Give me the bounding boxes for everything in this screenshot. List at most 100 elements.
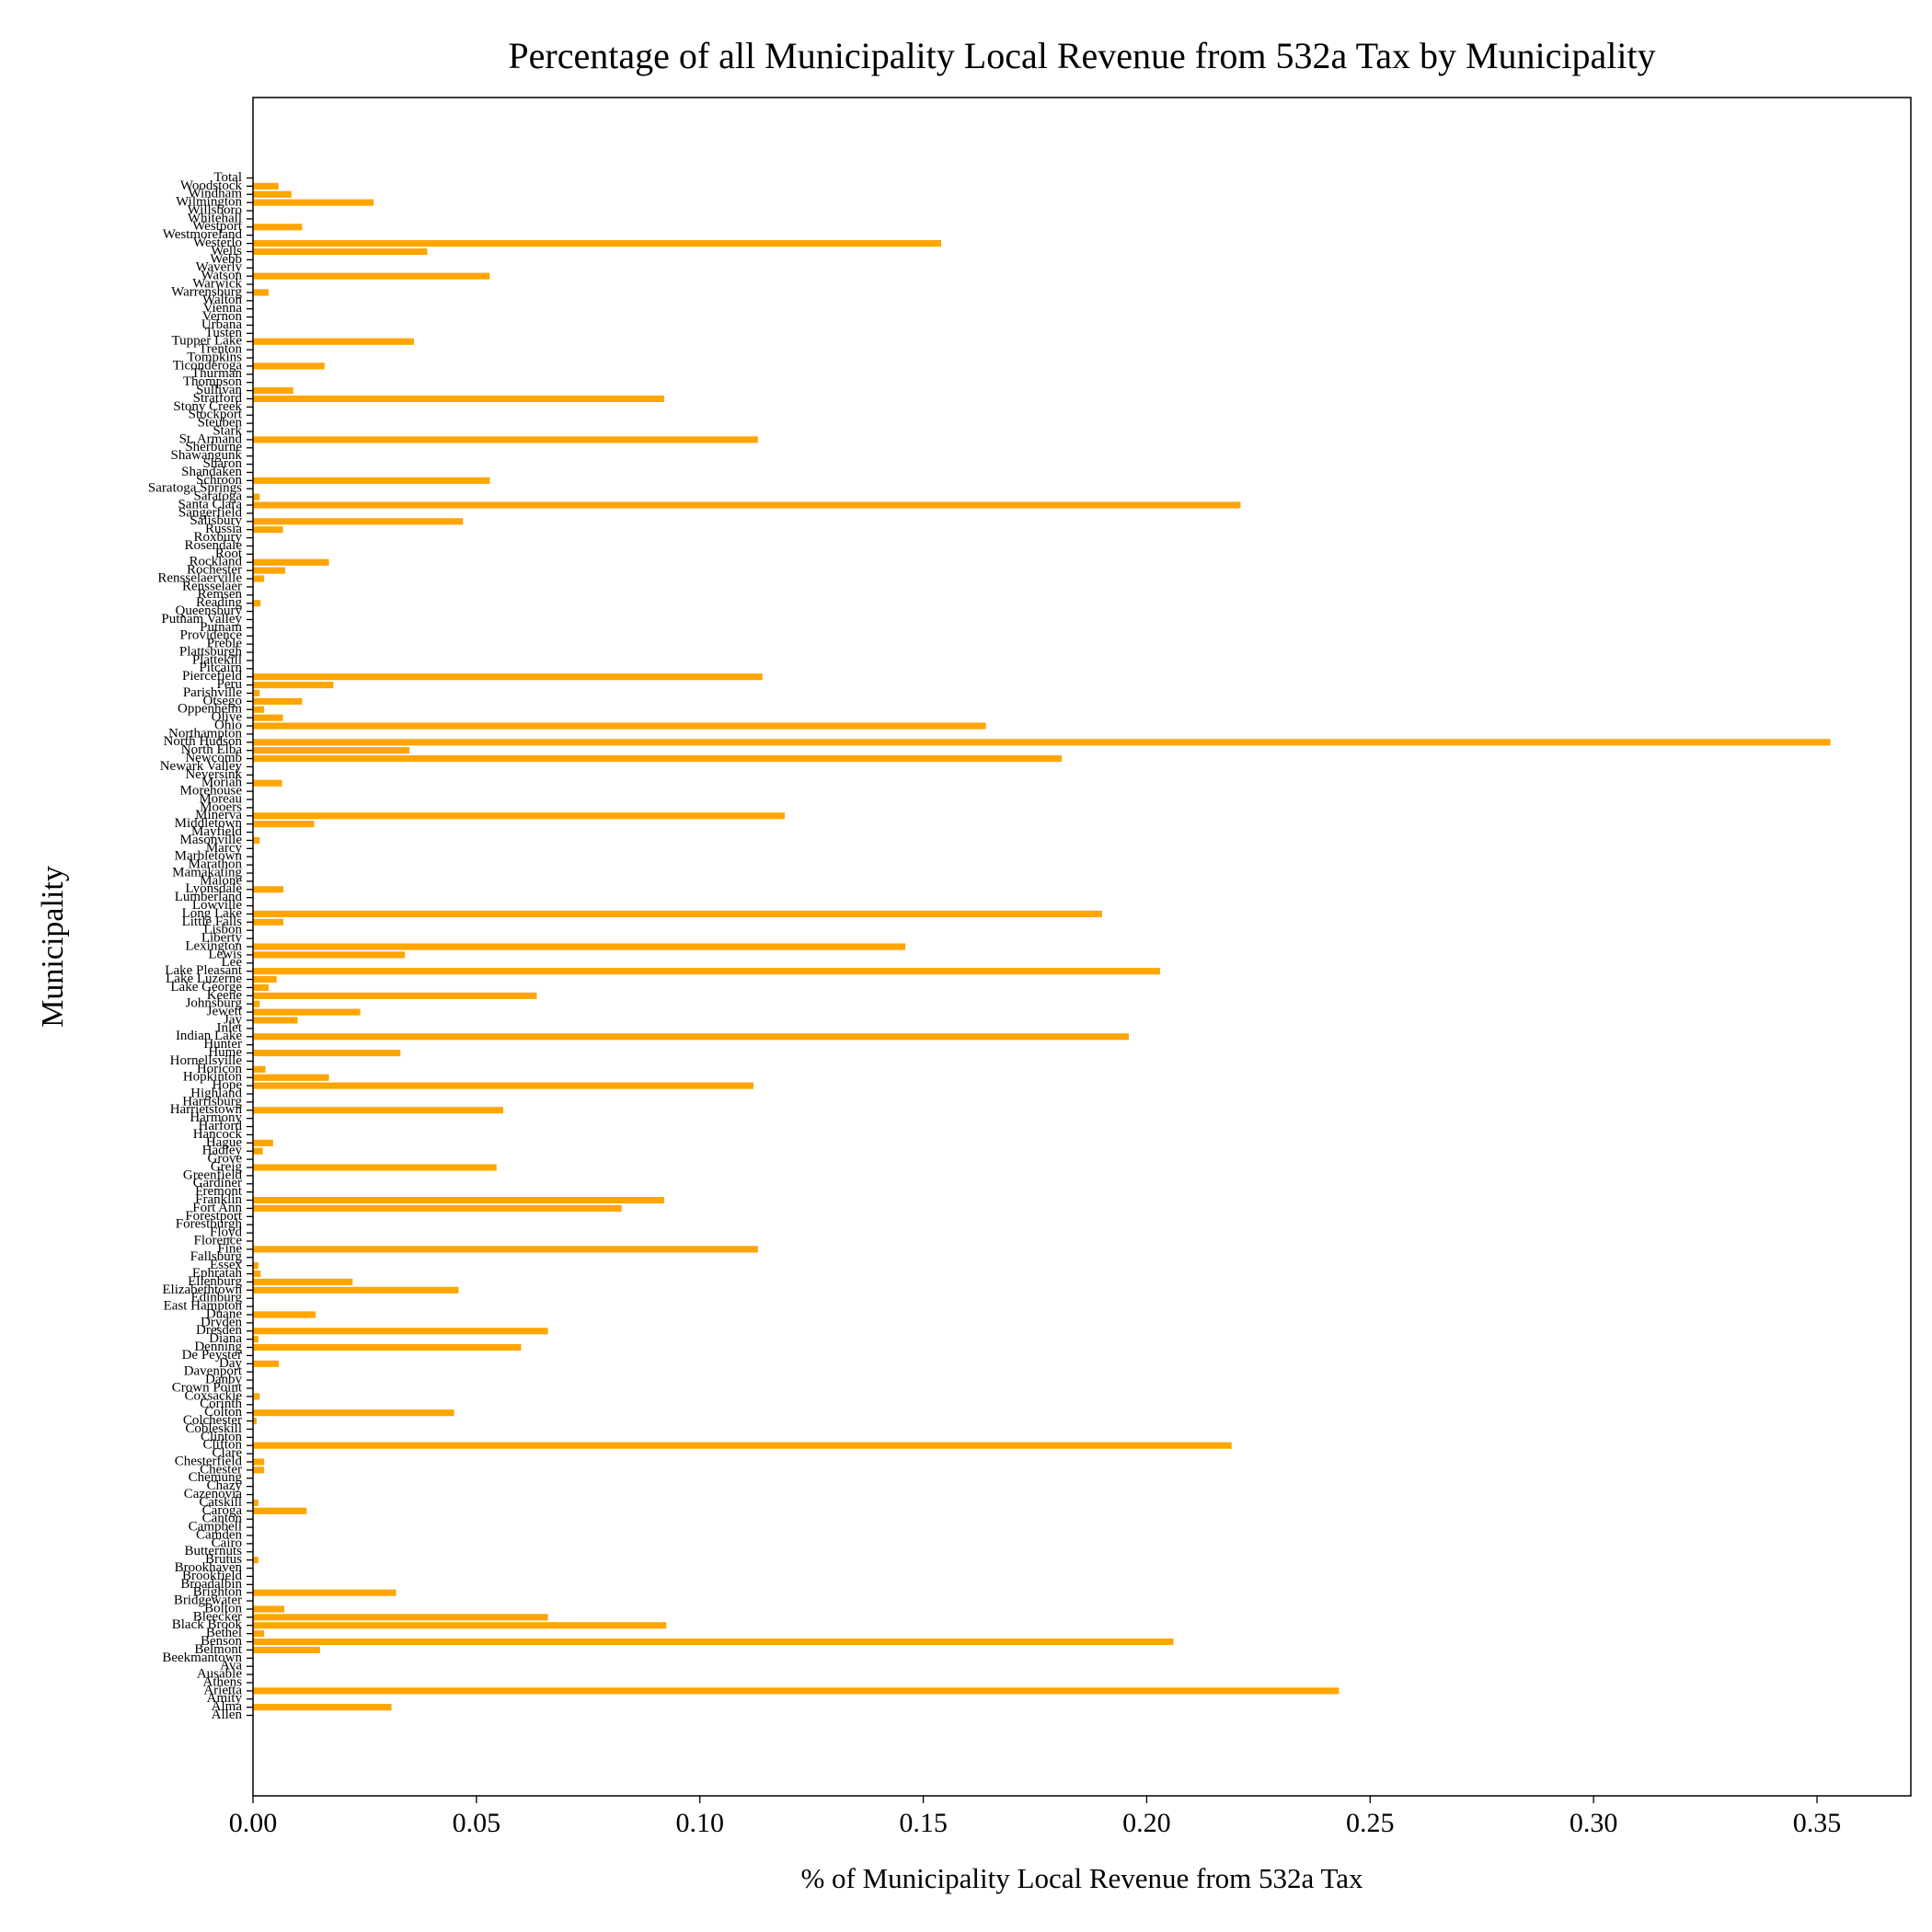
y-tick-label: Plattsburgh [179, 644, 243, 659]
bar [253, 983, 269, 991]
y-tick-label: Camden [196, 1527, 242, 1542]
bar [253, 1605, 284, 1613]
y-tick-label: Sangerfield [178, 505, 243, 520]
bar [253, 558, 329, 566]
y-tick-label: Brutus [205, 1552, 242, 1567]
y-tick-label: Oppenheim [178, 702, 242, 717]
bar [253, 338, 414, 345]
y-tick-label: Chemung [189, 1470, 243, 1485]
y-tick-label: Masonville [180, 833, 243, 847]
y-tick-label: Catskill [199, 1495, 242, 1510]
bar [253, 1360, 280, 1367]
y-tick-label: Lexington [185, 938, 242, 953]
bar [253, 395, 664, 403]
x-tick-label: 0.25 [1346, 1808, 1395, 1838]
y-tick-label: Preble [207, 637, 243, 651]
y-tick-label: Santa Clara [178, 497, 242, 512]
y-tick-label: Providence [180, 628, 243, 643]
bar [253, 714, 283, 721]
y-tick-label: Long Lake [182, 906, 243, 921]
bar [253, 739, 1831, 746]
y-tick-label: Cairo [212, 1535, 242, 1550]
y-tick-label: Brookhaven [175, 1560, 243, 1575]
y-tick-label: Whitehall [188, 211, 242, 225]
bar [253, 697, 303, 705]
bar [253, 747, 409, 754]
y-tick-label: Fine [217, 1241, 242, 1256]
x-tick-label: 0.05 [453, 1808, 501, 1838]
y-tick-label: Queensbury [176, 604, 243, 618]
bar [253, 1638, 1174, 1646]
chart-title: Percentage of all Municipality Local Rev… [508, 35, 1655, 76]
bar [253, 477, 490, 484]
bar [253, 518, 464, 525]
y-tick-label: Pitcairn [199, 661, 242, 675]
y-tick-label: Lake George [170, 980, 242, 995]
y-tick-label: Tusten [205, 326, 243, 340]
y-tick-label: Elizabethtown [162, 1282, 242, 1297]
y-tick-label: Westerlo [193, 236, 242, 250]
y-tick-label: Rochester [187, 563, 242, 578]
y-tick-label: Dresden [196, 1323, 242, 1338]
bar [253, 951, 406, 959]
bar [253, 190, 292, 198]
bar [253, 1196, 664, 1204]
y-tick-label: Stark [213, 423, 242, 438]
y-tick-label: Tupper Lake [171, 334, 242, 349]
y-tick-label: Diana [209, 1331, 242, 1346]
y-tick-label: Horicon [197, 1062, 243, 1076]
y-tick-label: Highland [190, 1086, 242, 1100]
y-tick-label: Urbana [201, 317, 242, 332]
bar [253, 1589, 397, 1596]
y-tick-label: Florence [194, 1233, 243, 1248]
y-tick-label: Inlet [217, 1020, 243, 1035]
y-tick-label: Clifton [202, 1438, 242, 1453]
y-tick-label: Olive [212, 710, 243, 725]
y-tick-label: Amity [207, 1691, 243, 1706]
y-tick-label: Fort Ann [192, 1201, 242, 1215]
y-tick-label: Ausable [197, 1667, 242, 1682]
y-tick-label: Denning [194, 1340, 242, 1354]
y-tick-label: Coxsackie [185, 1388, 243, 1403]
y-tick-label: Saratoga [194, 489, 243, 504]
bar [253, 600, 261, 607]
y-tick-label: Lee [222, 955, 243, 970]
y-tick-label: Westport [192, 219, 243, 234]
y-tick-label: Indian Lake [176, 1029, 242, 1043]
x-tick-label: 0.10 [675, 1808, 724, 1838]
bar [253, 182, 279, 190]
y-axis-label: Municipality [36, 866, 70, 1028]
y-tick-label: Forestburgh [176, 1217, 243, 1232]
bar [253, 992, 537, 999]
bar [253, 918, 284, 926]
bar [253, 812, 785, 820]
y-tick-label: Sharon [203, 456, 243, 471]
y-tick-label: Hancock [193, 1127, 243, 1142]
bar [253, 362, 325, 370]
y-tick-label: Caroga [202, 1503, 243, 1518]
y-tick-label: Clinton [201, 1430, 243, 1444]
y-tick-label: Franklin [195, 1192, 242, 1207]
y-tick-label: Brookfield [182, 1569, 242, 1583]
bar [253, 1646, 320, 1653]
y-tick-label: Hume [208, 1045, 242, 1060]
y-tick-label: Remsen [198, 587, 243, 602]
y-tick-label: Little Falls [182, 914, 243, 929]
y-tick-label: Ephratah [192, 1266, 243, 1281]
y-tick-label: Black Brook [172, 1617, 243, 1632]
y-tick-label: Warrensburg [171, 284, 242, 299]
y-tick-label: Fremont [195, 1184, 243, 1199]
bar [253, 575, 265, 582]
y-tick-label: Day [219, 1356, 242, 1371]
y-tick-label: Danby [205, 1373, 242, 1387]
bar [253, 1033, 1129, 1041]
y-tick-label: St. Armand [179, 431, 243, 446]
bar [253, 1704, 392, 1711]
bar [253, 1417, 257, 1425]
y-tick-label: Sherburne [185, 440, 242, 454]
y-tick-label: Marcy [206, 841, 243, 856]
y-tick-label: Grove [208, 1152, 243, 1167]
bar [253, 943, 906, 950]
